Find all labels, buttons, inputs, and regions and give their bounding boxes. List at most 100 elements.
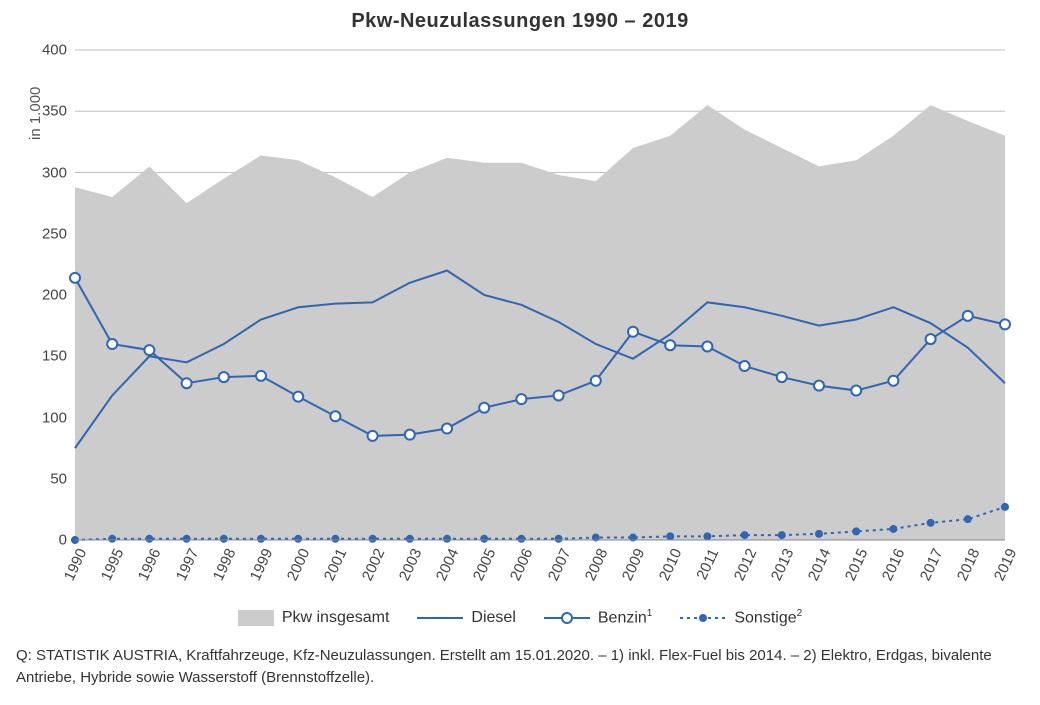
legend-label: Benzin1: [598, 608, 652, 627]
legend: Pkw insgesamt Diesel Benzin1 Sonstige2: [0, 608, 1040, 627]
series-sonstige-marker: [741, 531, 749, 539]
x-tick-label: 2006: [507, 546, 537, 583]
series-benzin-marker: [107, 339, 117, 349]
x-tick-label: 1998: [210, 546, 240, 583]
legend-item-total: Pkw insgesamt: [238, 609, 390, 627]
series-benzin-marker: [182, 378, 192, 388]
y-tick-label: 300: [42, 164, 67, 181]
legend-label: Diesel: [471, 609, 515, 627]
y-tick-label: 250: [42, 225, 67, 242]
series-sonstige-marker: [852, 527, 860, 535]
series-benzin-marker: [479, 403, 489, 413]
y-tick-label: 200: [42, 287, 67, 304]
series-sonstige-marker: [778, 531, 786, 539]
series-sonstige-marker: [964, 515, 972, 523]
x-tick-label: 1995: [98, 546, 128, 583]
y-tick-label: 150: [42, 348, 67, 365]
series-benzin-marker: [405, 430, 415, 440]
y-tick-label: 100: [42, 409, 67, 426]
legend-swatch-line: [417, 610, 463, 626]
y-tick-label: 0: [59, 532, 67, 549]
series-benzin-marker: [1000, 319, 1010, 329]
x-tick-label: 2005: [470, 546, 500, 583]
series-sonstige-marker: [406, 535, 414, 543]
series-benzin-marker: [330, 411, 340, 421]
series-benzin-marker: [926, 334, 936, 344]
series-benzin-marker: [368, 431, 378, 441]
series-benzin-marker: [293, 392, 303, 402]
x-tick-label: 2008: [582, 546, 612, 583]
x-tick-label: 2003: [396, 546, 426, 583]
series-sonstige-marker: [927, 519, 935, 527]
series-benzin-marker: [70, 273, 80, 283]
series-benzin-marker: [702, 341, 712, 351]
series-sonstige-marker: [815, 530, 823, 538]
series-benzin-marker: [144, 345, 154, 355]
x-tick-label: 2007: [544, 546, 574, 583]
series-benzin-marker: [740, 361, 750, 371]
y-tick-label: 400: [42, 42, 67, 59]
legend-label: Sonstige2: [734, 608, 802, 627]
series-sonstige-marker: [555, 535, 563, 543]
series-benzin-marker: [516, 394, 526, 404]
x-tick-label: 2017: [916, 546, 946, 583]
series-sonstige-marker: [220, 535, 228, 543]
x-tick-label: 2010: [656, 546, 686, 583]
series-benzin-marker: [777, 372, 787, 382]
series-sonstige-marker: [889, 525, 897, 533]
legend-label: Pkw insgesamt: [282, 609, 390, 627]
series-sonstige-marker: [666, 532, 674, 540]
series-benzin-marker: [665, 340, 675, 350]
series-benzin-marker: [554, 390, 564, 400]
series-benzin-marker: [814, 381, 824, 391]
series-total-area: [75, 105, 1005, 540]
x-tick-label: 2011: [694, 546, 723, 582]
x-tick-label: 2001: [321, 546, 351, 583]
x-tick-label: 1997: [172, 546, 202, 583]
x-tick-label: 2018: [954, 546, 984, 583]
legend-swatch-line: [680, 610, 726, 626]
x-tick-label: 1990: [61, 546, 91, 583]
series-sonstige-marker: [294, 535, 302, 543]
chart-svg: [75, 50, 1005, 540]
x-tick-label: 2013: [768, 546, 798, 583]
plot-area: 0501001502002503003504001990199519961997…: [75, 50, 1005, 540]
series-sonstige-marker: [1001, 503, 1009, 511]
legend-item-diesel: Diesel: [417, 609, 515, 627]
x-tick-label: 1996: [135, 546, 165, 583]
x-tick-label: 1999: [247, 546, 277, 583]
chart-container: Pkw-Neuzulassungen 1990 – 2019 in 1.000 …: [0, 0, 1040, 705]
series-sonstige-marker: [183, 535, 191, 543]
x-tick-label: 2004: [433, 546, 463, 583]
series-sonstige-marker: [108, 535, 116, 543]
x-tick-label: 2000: [284, 546, 314, 583]
legend-swatch-area: [238, 610, 274, 626]
series-sonstige-marker: [257, 535, 265, 543]
x-tick-label: 2012: [730, 546, 760, 583]
x-tick-label: 2009: [619, 546, 649, 583]
series-benzin-marker: [256, 371, 266, 381]
x-tick-label: 2015: [842, 546, 872, 583]
series-benzin-marker: [442, 424, 452, 434]
series-sonstige-marker: [331, 535, 339, 543]
y-tick-label: 50: [50, 470, 67, 487]
x-tick-label: 2002: [358, 546, 388, 583]
chart-title: Pkw-Neuzulassungen 1990 – 2019: [0, 10, 1040, 33]
x-tick-label: 2014: [805, 546, 835, 583]
series-sonstige-marker: [443, 535, 451, 543]
x-tick-label: 2016: [879, 546, 909, 583]
series-sonstige-marker: [703, 532, 711, 540]
y-tick-label: 350: [42, 103, 67, 120]
series-benzin-marker: [591, 376, 601, 386]
series-benzin-marker: [628, 327, 638, 337]
series-sonstige-marker: [369, 535, 377, 543]
source-note: Q: STATISTIK AUSTRIA, Kraftfahrzeuge, Kf…: [16, 645, 1024, 689]
series-benzin-marker: [963, 311, 973, 321]
series-benzin-marker: [888, 376, 898, 386]
series-benzin-marker: [219, 372, 229, 382]
series-benzin-marker: [851, 386, 861, 396]
x-tick-label: 2019: [991, 546, 1021, 583]
series-sonstige-marker: [480, 535, 488, 543]
legend-item-benzin: Benzin1: [544, 608, 652, 627]
series-sonstige-marker: [517, 535, 525, 543]
